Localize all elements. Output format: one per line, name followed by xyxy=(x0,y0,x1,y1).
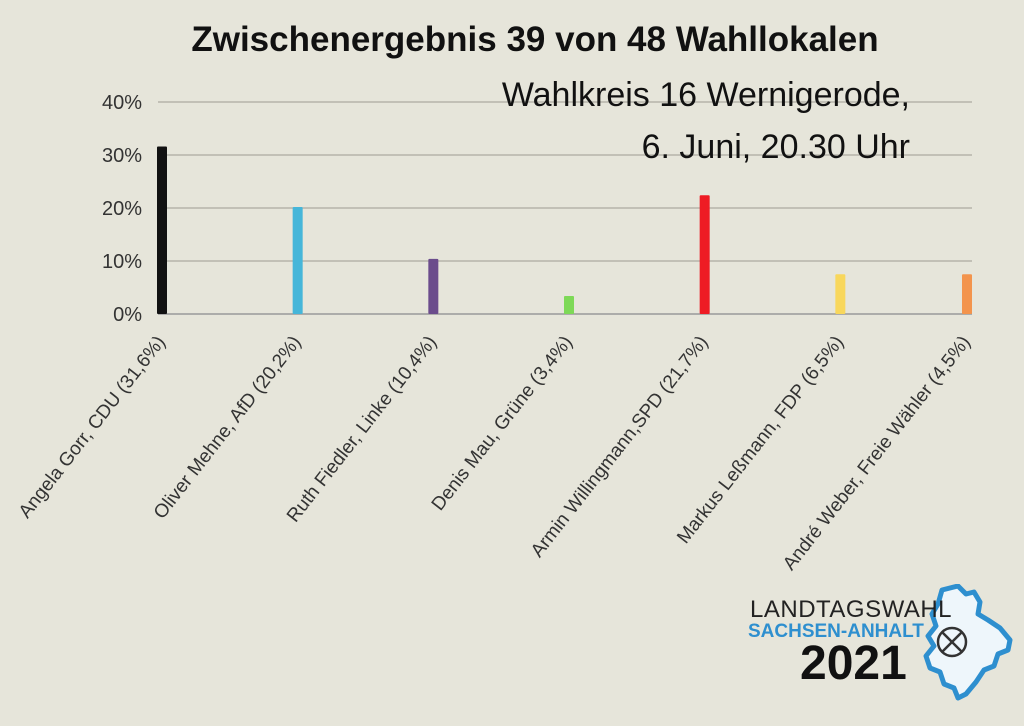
chart-title: Zwischenergebnis 39 von 48 Wahllokalen xyxy=(191,20,879,59)
x-tick-label: Oliver Mehne, AfD (20,2%) xyxy=(150,332,306,523)
logo-line1: LANDTAGSWAHL xyxy=(750,596,953,623)
saxony-anhalt-map-icon xyxy=(923,584,1013,701)
election-logo: LANDTAGSWAHL SACHSEN-ANHALT 2021 xyxy=(746,584,1016,704)
map-outline xyxy=(923,584,1013,701)
x-tick-label: Ruth Fiedler, Linke (10,4%) xyxy=(283,332,441,526)
bar xyxy=(699,195,710,314)
ballot-circle-icon xyxy=(936,626,968,658)
bar xyxy=(292,206,303,314)
x-tick-label: Angela Gorr, CDU (31,6%) xyxy=(15,332,170,522)
y-tick-label: 30% xyxy=(102,145,142,167)
bar xyxy=(564,295,574,314)
logo-line2: SACHSEN-ANHALT xyxy=(748,621,924,642)
bar xyxy=(428,258,439,314)
y-tick-label: 20% xyxy=(102,198,142,220)
y-tick-label: 40% xyxy=(102,92,142,114)
bar xyxy=(962,274,972,314)
y-tick-label: 10% xyxy=(102,251,142,273)
bar xyxy=(157,146,167,314)
bar xyxy=(835,274,846,314)
logo-year: 2021 xyxy=(800,637,907,690)
y-tick-label: 0% xyxy=(113,304,142,326)
ballot-cross-line-b xyxy=(941,631,963,653)
chart-subtitle-line1: Wahlkreis 16 Wernigerode, xyxy=(501,76,910,114)
x-tick-label: Denis Mau, Grüne (3,4%) xyxy=(428,332,577,515)
chart-subtitle-line2: 6. Juni, 20.30 Uhr xyxy=(641,128,910,166)
